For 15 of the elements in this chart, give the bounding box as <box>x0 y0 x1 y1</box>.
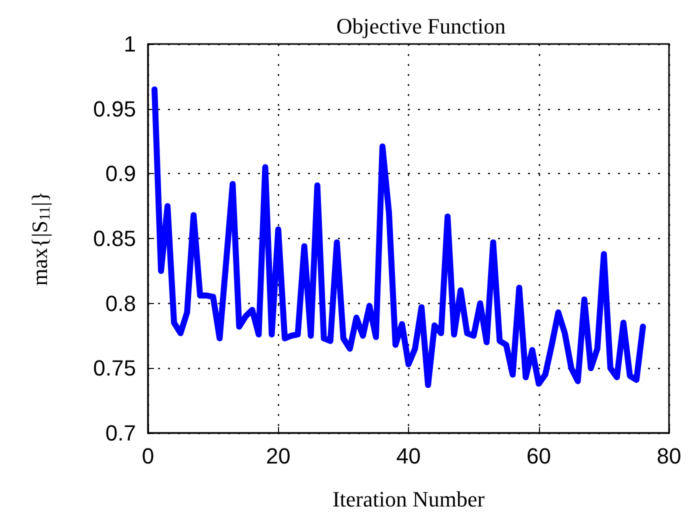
y-tick-label: 1 <box>124 32 136 56</box>
y-tick-label: 0.85 <box>93 226 136 251</box>
y-tick-label: 0.95 <box>93 96 136 122</box>
y-tick-label: 0.75 <box>93 356 136 381</box>
x-tick-label: 80 <box>656 444 682 468</box>
x-axis-title: Iteration Number <box>332 486 486 512</box>
y-axis-title: max{|S11|} <box>27 191 54 286</box>
x-tick-label: 0 <box>142 444 154 468</box>
x-tick-label: 20 <box>266 444 290 468</box>
x-tick-label: 40 <box>396 444 421 468</box>
x-tick-label: 60 <box>526 444 551 468</box>
chart-title: Objective Function <box>336 14 506 38</box>
y-tick-label: 0.7 <box>105 420 136 446</box>
y-tick-label: 0.8 <box>105 290 136 316</box>
y-tick-label: 0.9 <box>105 161 136 186</box>
